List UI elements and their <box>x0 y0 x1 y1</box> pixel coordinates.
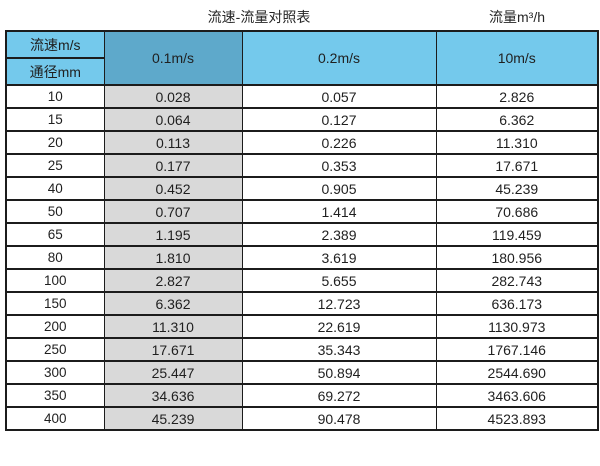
flow-value-cell: 6.362 <box>103 291 243 316</box>
flow-value-cell: 0.905 <box>241 176 437 201</box>
flow-value-cell: 1.414 <box>241 199 437 224</box>
diameter-cell: 20 <box>5 130 105 155</box>
flow-value-cell: 22.619 <box>241 314 437 339</box>
flow-value-cell: 34.636 <box>103 383 243 408</box>
diameter-cell: 65 <box>5 222 105 247</box>
diameter-cell: 80 <box>5 245 105 270</box>
table-row: 65 1.195 2.389 119.459 <box>5 222 599 247</box>
flow-value-cell: 282.743 <box>435 268 599 293</box>
flow-value-cell: 70.686 <box>435 199 599 224</box>
diameter-cell: 40 <box>5 176 105 201</box>
flow-value-cell: 5.655 <box>241 268 437 293</box>
flow-value-cell: 0.057 <box>241 84 437 109</box>
flow-value-cell: 45.239 <box>435 176 599 201</box>
table-title: 流速-流量对照表 <box>207 9 311 25</box>
table-row: 15 0.064 0.127 6.362 <box>5 107 599 132</box>
flow-value-cell: 1130.973 <box>435 314 599 339</box>
diameter-cell: 300 <box>5 360 105 385</box>
table-header: 流速m/s 0.1m/s 0.2m/s 10m/s 通径mm <box>5 30 599 86</box>
flow-value-cell: 1.195 <box>103 222 243 247</box>
flow-value-cell: 35.343 <box>241 337 437 362</box>
flow-value-cell: 0.028 <box>103 84 243 109</box>
flow-value-cell: 6.362 <box>435 107 599 132</box>
flow-value-cell: 2.826 <box>435 84 599 109</box>
flow-value-cell: 4523.893 <box>435 406 599 431</box>
diameter-cell: 250 <box>5 337 105 362</box>
title-bar: 流速-流量对照表 流量m³/h <box>0 0 600 30</box>
diameter-cell: 25 <box>5 153 105 178</box>
table-row: 300 25.447 50.894 2544.690 <box>5 360 599 385</box>
flow-value-cell: 1767.146 <box>435 337 599 362</box>
flow-value-cell: 0.064 <box>103 107 243 132</box>
table-row: 40 0.452 0.905 45.239 <box>5 176 599 201</box>
flow-value-cell: 11.310 <box>435 130 599 155</box>
flow-value-cell: 50.894 <box>241 360 437 385</box>
table-row: 200 11.310 22.619 1130.973 <box>5 314 599 339</box>
flow-unit-label: 流量m³/h <box>489 9 545 25</box>
diameter-cell: 50 <box>5 199 105 224</box>
diameter-cell: 15 <box>5 107 105 132</box>
flow-value-cell: 69.272 <box>241 383 437 408</box>
flow-value-cell: 25.447 <box>103 360 243 385</box>
flow-value-cell: 17.671 <box>103 337 243 362</box>
flow-value-cell: 12.723 <box>241 291 437 316</box>
flow-value-cell: 45.239 <box>103 406 243 431</box>
flow-value-cell: 0.113 <box>103 130 243 155</box>
flow-value-cell: 636.173 <box>435 291 599 316</box>
flow-value-cell: 2544.690 <box>435 360 599 385</box>
flow-value-cell: 90.478 <box>241 406 437 431</box>
table-row: 150 6.362 12.723 636.173 <box>5 291 599 316</box>
flow-value-cell: 180.956 <box>435 245 599 270</box>
table-row: 400 45.239 90.478 4523.893 <box>5 406 599 431</box>
flow-value-cell: 0.452 <box>103 176 243 201</box>
flow-value-cell: 119.459 <box>435 222 599 247</box>
diameter-cell: 10 <box>5 84 105 109</box>
velocity-flow-table: 流速m/s 0.1m/s 0.2m/s 10m/s 通径mm 10 0.028 0.… <box>5 30 599 431</box>
diameter-cell: 100 <box>5 268 105 293</box>
flow-value-cell: 1.810 <box>103 245 243 270</box>
table-body: 10 0.028 0.057 2.826 15 0.064 0.127 6.362 20 0.11… <box>5 84 599 431</box>
column-header-0-2ms: 0.2m/s <box>241 30 437 86</box>
flow-value-cell: 0.127 <box>241 107 437 132</box>
flow-value-cell: 2.389 <box>241 222 437 247</box>
corner-diameter-label: 通径mm <box>5 57 105 86</box>
table-row: 50 0.707 1.414 70.686 <box>5 199 599 224</box>
header-row-bottom: 通径mm <box>5 57 598 86</box>
diameter-cell: 150 <box>5 291 105 316</box>
header-row-top: 流速m/s 0.1m/s 0.2m/s 10m/s <box>5 30 599 86</box>
column-header-10ms: 10m/s <box>435 30 599 86</box>
flow-value-cell: 0.353 <box>241 153 437 178</box>
flow-value-cell: 0.707 <box>103 199 243 224</box>
table-row: 100 2.827 5.655 282.743 <box>5 268 599 293</box>
diameter-cell: 400 <box>5 406 105 431</box>
flow-value-cell: 0.177 <box>103 153 243 178</box>
corner-velocity-label: 流速m/s <box>5 30 105 59</box>
table-row: 10 0.028 0.057 2.826 <box>5 84 599 109</box>
table-row: 25 0.177 0.353 17.671 <box>5 153 599 178</box>
table-row: 20 0.113 0.226 11.310 <box>5 130 599 155</box>
flow-value-cell: 3.619 <box>241 245 437 270</box>
flow-value-cell: 17.671 <box>435 153 599 178</box>
diameter-cell: 350 <box>5 383 105 408</box>
diameter-cell: 200 <box>5 314 105 339</box>
flow-value-cell: 11.310 <box>103 314 243 339</box>
table-row: 80 1.810 3.619 180.956 <box>5 245 599 270</box>
table-row: 350 34.636 69.272 3463.606 <box>5 383 599 408</box>
table-row: 250 17.671 35.343 1767.146 <box>5 337 599 362</box>
flow-value-cell: 3463.606 <box>435 383 599 408</box>
flow-value-cell: 0.226 <box>241 130 437 155</box>
column-header-0-1ms: 0.1m/s <box>103 30 243 86</box>
flow-value-cell: 2.827 <box>103 268 243 293</box>
